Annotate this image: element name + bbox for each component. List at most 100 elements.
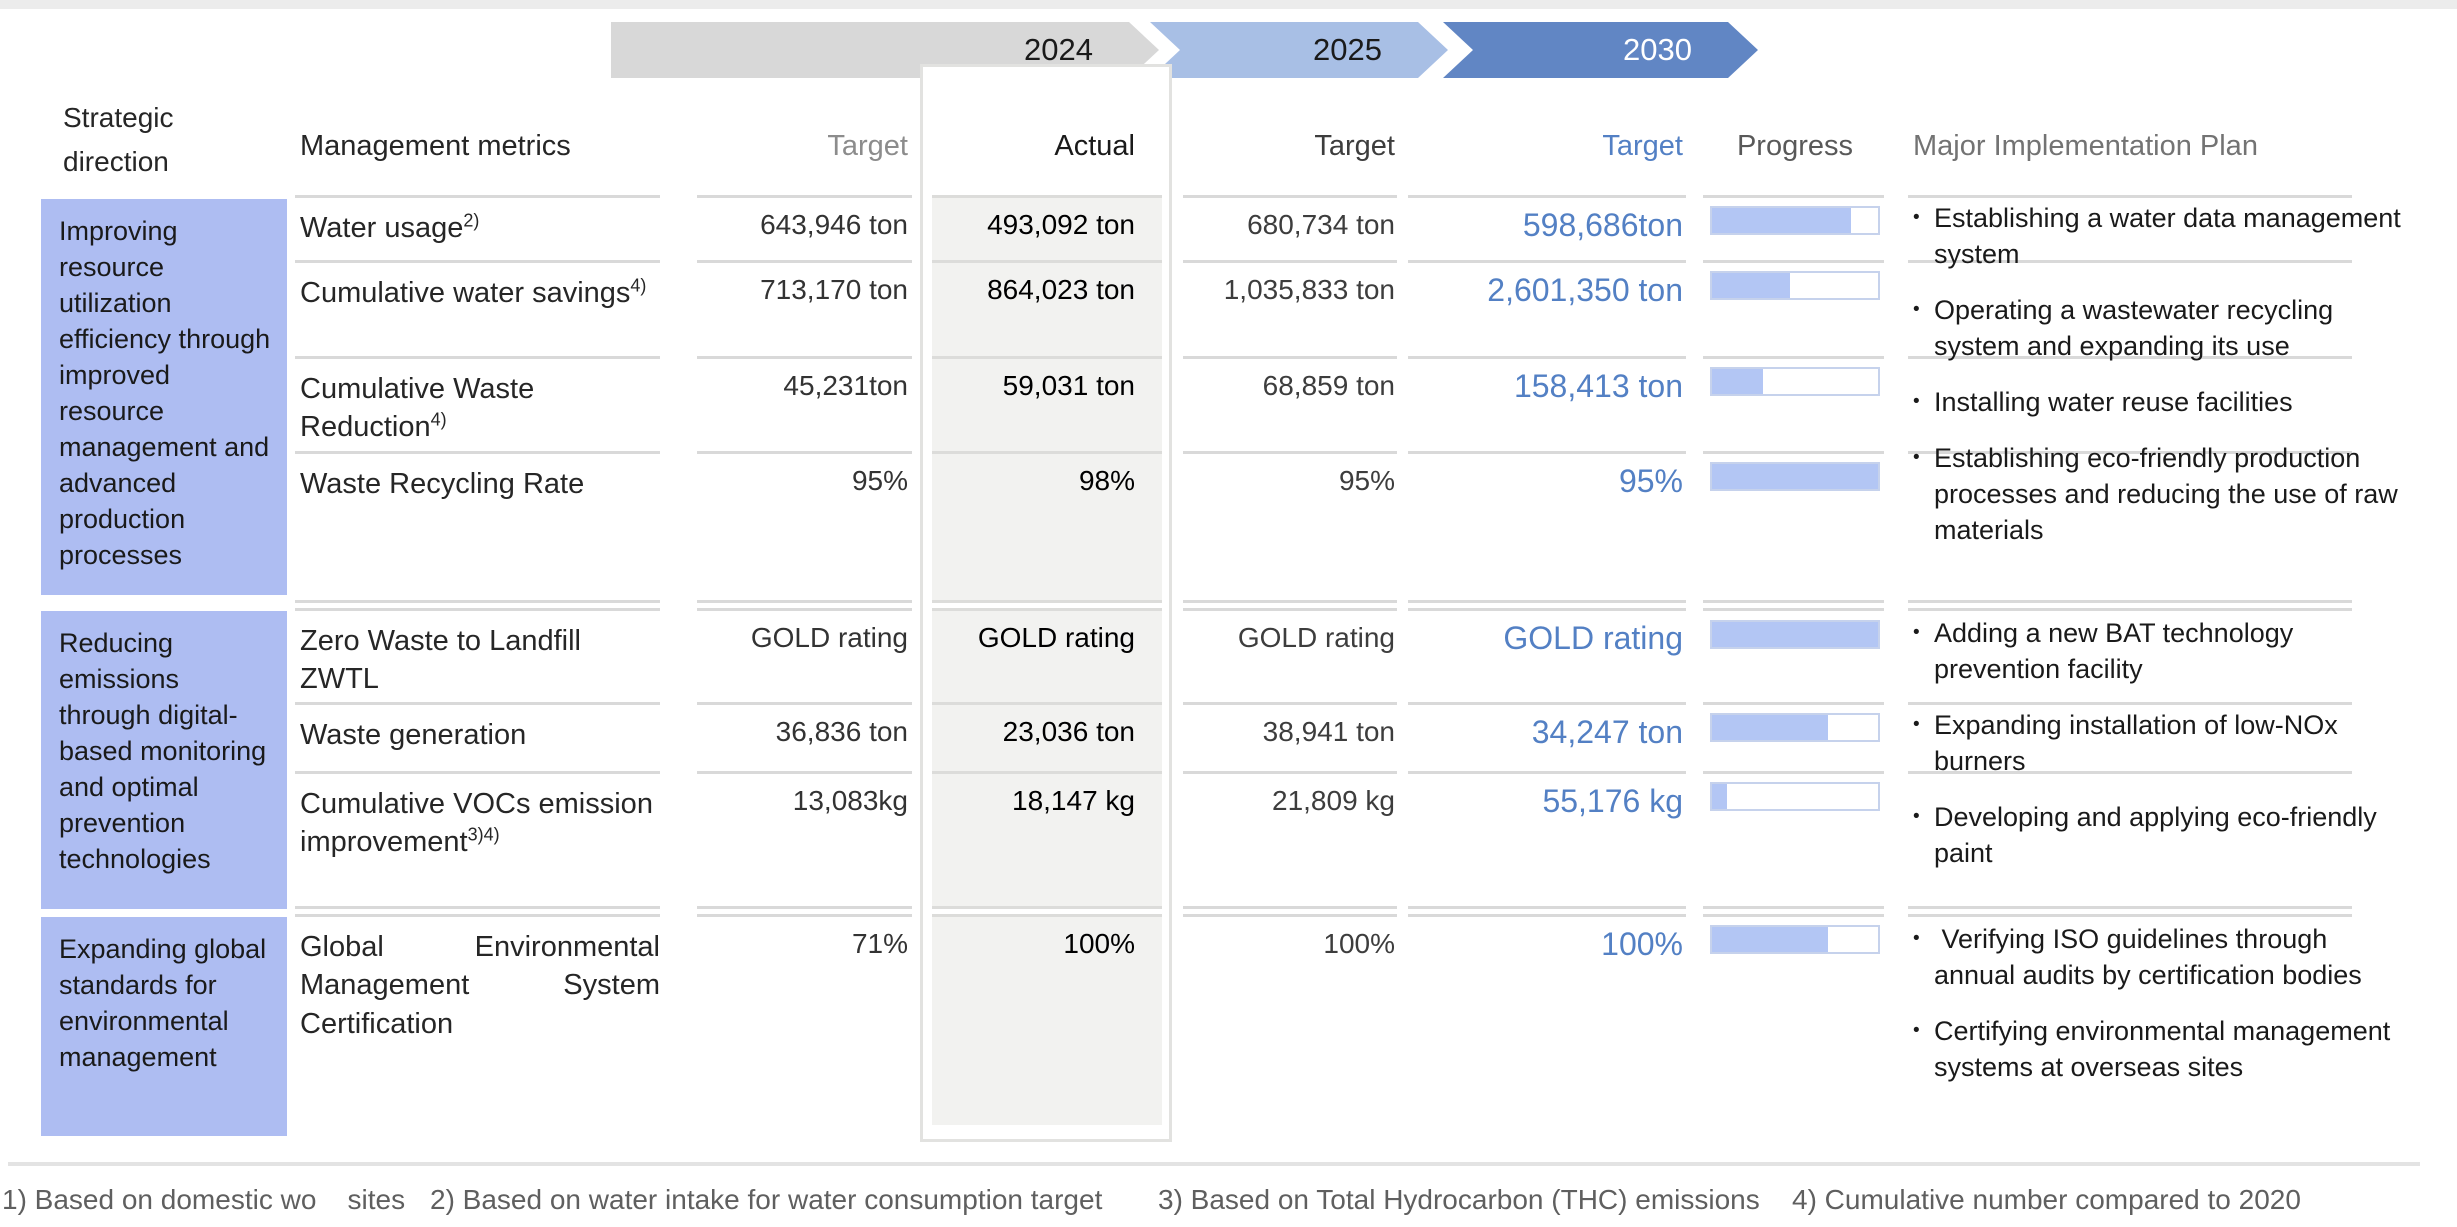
target-2024-value: 71% [851, 928, 908, 959]
metric-label: Water usage2) [300, 195, 660, 247]
plan-item: Adding a new BAT technology prevention f… [1908, 615, 2408, 687]
target-2030-value: 55,176 kg [1542, 783, 1683, 819]
header-actual: Actual [1054, 130, 1135, 162]
metric-text: Zero Waste to Landfill ZWTL [300, 625, 581, 696]
strategic-direction-group1: Improving resource utilization efficienc… [41, 199, 287, 595]
progress-bar-fill [1712, 464, 1878, 489]
target-2025-value: 21,809 kg [1272, 785, 1395, 816]
progress-bar-fill [1712, 369, 1764, 394]
actual-column-bg-group2 [932, 611, 1162, 906]
actual-value: 493,092 ton [987, 209, 1135, 240]
plan-item: Installing water reuse facilities [1908, 384, 2408, 420]
target-2025-value: 38,941 ton [1262, 716, 1395, 747]
target-2025-value: 100% [1323, 928, 1395, 959]
footnote-3: 3) Based on Total Hydrocarbon (THC) emis… [1158, 1184, 1760, 1215]
metric-footnote-ref: 3)4) [467, 824, 500, 845]
metric-label: Cumulative water savings4) [300, 260, 660, 312]
plan-list-group3: Verifying ISO guidelines through annual … [1908, 921, 2408, 1085]
header-target-2025: Target [1314, 130, 1395, 162]
plan-list-group1: Establishing a water data management sys… [1908, 200, 2408, 548]
footer-divider [8, 1162, 2420, 1166]
progress-bar [1710, 367, 1880, 396]
progress-bar-fill [1712, 784, 1727, 809]
progress-bar-fill [1712, 927, 1829, 952]
target-2030-value: 95% [1618, 463, 1683, 499]
row-line [295, 906, 2352, 909]
plan-item: Verifying ISO guidelines through annual … [1908, 921, 2408, 993]
row-line [295, 451, 2352, 454]
target-2024-value: 713,170 ton [760, 274, 908, 305]
metric-label: Waste Recycling Rate [300, 451, 660, 503]
timeline-chevron-2030: 2030 [1443, 22, 1758, 78]
target-2025-value: 680,734 ton [1247, 209, 1395, 240]
metric-footnote-ref: 2) [463, 210, 480, 231]
target-2030-value: 158,413 ton [1513, 368, 1683, 404]
target-2024-value: 45,231ton [783, 370, 908, 401]
metric-label: Global Environmental Management System C… [300, 914, 660, 1043]
strategic-direction-group2: Reducing emissions through digital-based… [41, 611, 287, 909]
actual-value: 18,147 kg [1012, 785, 1135, 816]
target-2030-value: 34,247 ton [1531, 714, 1683, 750]
actual-value: 864,023 ton [987, 274, 1135, 305]
strategic-direction-group3: Expanding global standards for environme… [41, 917, 287, 1136]
metric-label: Cumulative VOCs emission improvement3)4) [300, 771, 660, 862]
actual-value: GOLD rating [977, 622, 1135, 653]
target-2025-value: GOLD rating [1237, 622, 1395, 653]
metric-text: Waste generation [300, 719, 527, 751]
target-2024-value: 643,946 ton [760, 209, 908, 240]
target-2030-value: 598,686ton [1522, 207, 1683, 243]
target-2030-value: GOLD rating [1503, 620, 1683, 656]
actual-value: 23,036 ton [1002, 716, 1135, 747]
row-line [295, 260, 2352, 263]
progress-bar [1710, 620, 1880, 649]
target-2025-value: 68,859 ton [1262, 370, 1395, 401]
target-2024-value: 95% [851, 465, 908, 496]
progress-bar [1710, 782, 1880, 811]
timeline-chevron-2025: 2025 [1150, 22, 1448, 78]
timeline-chevron-2024: 2024 [611, 22, 1159, 78]
target-2025-value: 95% [1338, 465, 1395, 496]
actual-value: 59,031 ton [1002, 370, 1135, 401]
progress-bar-fill [1712, 715, 1829, 740]
progress-bar [1710, 271, 1880, 300]
actual-value: 98% [1078, 465, 1135, 496]
progress-bar [1710, 713, 1880, 742]
actual-column-bg-group3 [932, 917, 1162, 1125]
footnote-4: 4) Cumulative number compared to 2020 [1792, 1184, 2301, 1215]
plan-item: Establishing a water data management sys… [1908, 200, 2408, 272]
row-line [295, 356, 2352, 359]
metric-text: Cumulative water savings [300, 277, 631, 309]
actual-column-bg-group1 [932, 198, 1162, 600]
row-line [295, 702, 2352, 705]
header-target-2030: Target [1602, 130, 1683, 162]
plan-item: Certifying environmental management syst… [1908, 1013, 2408, 1085]
actual-value: 100% [1063, 928, 1135, 959]
metric-text: Cumulative Waste Reduction [300, 373, 535, 444]
metric-label: Cumulative Waste Reduction4) [300, 356, 660, 447]
header-management-metrics: Management metrics [300, 130, 571, 162]
target-2030-value: 2,601,350 ton [1487, 272, 1683, 308]
header-strategic-direction: Strategic direction [63, 102, 174, 177]
progress-bar [1710, 206, 1880, 235]
progress-bar-fill [1712, 622, 1878, 647]
progress-bar [1710, 925, 1880, 954]
plan-item: Expanding installation of low-NOx burner… [1908, 707, 2408, 779]
target-2024-value: 36,836 ton [775, 716, 908, 747]
header-implementation-plan: Major Implementation Plan [1913, 130, 2258, 162]
footnote-1: 1) Based on domestic wo sites [2, 1184, 406, 1215]
plan-item: Operating a wastewater recycling system … [1908, 292, 2408, 364]
target-2030-value: 100% [1601, 926, 1683, 962]
progress-bar-fill [1712, 273, 1791, 298]
target-2025-value: 1,035,833 ton [1223, 274, 1395, 305]
timeline-year-2030: 2030 [1623, 32, 1692, 67]
metric-footnote-ref: 4) [630, 275, 647, 296]
row-line [295, 195, 2352, 198]
timeline-year-2024: 2024 [1024, 32, 1093, 67]
timeline-year-2025: 2025 [1313, 32, 1382, 67]
target-2024-value: 13,083kg [792, 785, 908, 816]
row-line [295, 608, 2352, 611]
row-line [295, 771, 2352, 774]
top-divider [0, 0, 2457, 9]
row-line [295, 914, 2352, 917]
